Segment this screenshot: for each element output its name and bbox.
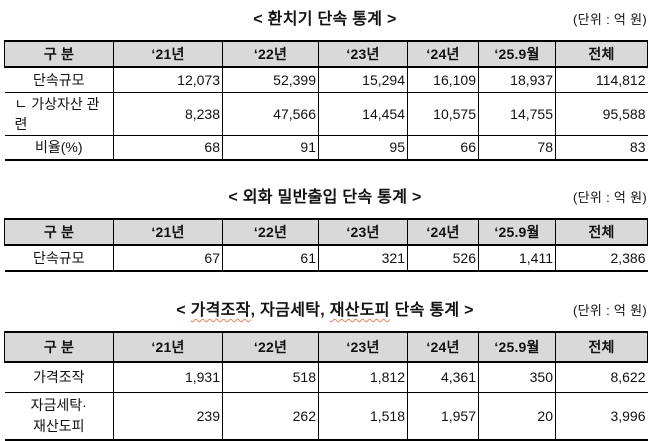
column-header: ‘21년	[113, 218, 223, 246]
value-cell: 16,109	[407, 66, 479, 93]
value-cell: 1,812	[318, 361, 408, 393]
value-cell: 61	[222, 244, 319, 272]
value-cell: 15,294	[318, 66, 408, 93]
value-cell: 350	[478, 361, 556, 393]
value-cell: 12,073	[113, 66, 223, 93]
value-cell: 68	[113, 134, 223, 161]
value-cell: 1,957	[407, 391, 479, 441]
value-cell: 47,566	[222, 91, 319, 136]
unit-label: (단위 : 억 원)	[573, 12, 647, 27]
column-header: 전체	[555, 40, 648, 68]
value-cell: 95,588	[555, 91, 648, 136]
value-cell: 262	[222, 391, 319, 441]
unit-label: (단위 : 억 원)	[573, 190, 647, 205]
value-cell: 78	[478, 134, 556, 161]
column-header: ‘23년	[318, 331, 408, 363]
value-cell: 14,454	[318, 91, 408, 136]
misspelled-word-underline: 가격조작	[190, 302, 251, 319]
table-row: 단속규모 12,073 52,399 15,294 16,109 18,937 114,81…	[4, 66, 648, 93]
value-cell: 239	[113, 391, 223, 441]
value-cell: 1,518	[318, 391, 408, 441]
value-cell: 518	[222, 361, 319, 393]
value-cell: 8,622	[555, 361, 648, 393]
column-header: ‘22년	[222, 218, 319, 246]
table-row: 단속규모 67 61 321 526 1,411 2,386	[4, 244, 648, 272]
table-section: < 외화 밀반출입 단속 통계 > (단위 : 억 원) 구 분 ‘21년 ‘22년 ‘2…	[0, 186, 650, 272]
table-title-bar: < 환치기 단속 통계 > (단위 : 억 원)	[0, 8, 650, 31]
value-cell: 526	[407, 244, 479, 272]
value-cell: 10,575	[407, 91, 479, 136]
table-section: < 가격조작, 자금세탁, 재산도피 단속 통계 > (단위 : 억 원) 구 분 ‘…	[0, 299, 650, 441]
table-row: 자금세탁· 재산도피 239 262 1,518 1,957 20 3,996	[4, 391, 648, 441]
value-cell: 114,812	[555, 66, 648, 93]
value-cell: 2,386	[555, 244, 648, 272]
table-title-bar: < 가격조작, 자금세탁, 재산도피 단속 통계 > (단위 : 억 원)	[0, 299, 650, 322]
table-title: < 환치기 단속 통계 >	[253, 8, 396, 31]
column-header: 전체	[555, 331, 648, 363]
title-text: < 환치기 단속 통계 >	[253, 11, 397, 28]
row-label: 비율(%)	[4, 134, 114, 161]
value-cell: 321	[318, 244, 408, 272]
value-cell: 4,361	[407, 361, 479, 393]
misspelled-word-underline: 재산도피	[329, 302, 390, 319]
column-header: ‘24년	[407, 218, 479, 246]
value-cell: 52,399	[222, 66, 319, 93]
table-section: < 환치기 단속 통계 > (단위 : 억 원) 구 분 ‘21년 ‘22년 ‘23년 ‘2…	[0, 8, 650, 161]
column-header: ‘21년	[113, 331, 223, 363]
value-cell: 8,238	[113, 91, 223, 136]
value-cell: 1,931	[113, 361, 223, 393]
value-cell: 83	[555, 134, 648, 161]
header-row: 구 분 ‘21년 ‘22년 ‘23년 ‘24년 ‘25.9월 전체	[4, 40, 648, 68]
header-row: 구 분 ‘21년 ‘22년 ‘23년 ‘24년 ‘25.9월 전체	[4, 218, 648, 246]
row-label: 자금세탁· 재산도피	[4, 391, 114, 441]
unit-label: (단위 : 억 원)	[573, 303, 647, 318]
value-cell: 20	[478, 391, 556, 441]
title-text: , 자금세탁,	[250, 302, 330, 319]
column-header: ‘22년	[222, 331, 319, 363]
column-header: ‘25.9월	[478, 218, 556, 246]
value-cell: 1,411	[478, 244, 556, 272]
column-header: 구 분	[4, 331, 114, 363]
value-cell: 18,937	[478, 66, 556, 93]
column-header: ‘22년	[222, 40, 319, 68]
column-header: ‘23년	[318, 218, 408, 246]
column-header: ‘24년	[407, 40, 479, 68]
value-cell: 3,996	[555, 391, 648, 441]
stats-table: 구 분 ‘21년 ‘22년 ‘23년 ‘24년 ‘25.9월 전체 가격조작 1,931 518 1…	[4, 331, 648, 441]
column-header: 전체	[555, 218, 648, 246]
column-header: 구 분	[4, 40, 114, 68]
title-text: 단속 통계 >	[389, 302, 474, 319]
header-row: 구 분 ‘21년 ‘22년 ‘23년 ‘24년 ‘25.9월 전체	[4, 331, 648, 363]
row-label: 단속규모	[4, 244, 114, 272]
column-header: ‘25.9월	[478, 40, 556, 68]
column-header: ‘23년	[318, 40, 408, 68]
table-title: < 외화 밀반출입 단속 통계 >	[228, 186, 421, 209]
value-cell: 95	[318, 134, 408, 161]
title-text: < 외화 밀반출입 단속 통계 >	[228, 189, 422, 206]
column-header: ‘24년	[407, 331, 479, 363]
column-header: ‘25.9월	[478, 331, 556, 363]
value-cell: 14,755	[478, 91, 556, 136]
table-title-bar: < 외화 밀반출입 단속 통계 > (단위 : 억 원)	[0, 186, 650, 209]
row-label: ㄴ 가상자산 관련	[4, 91, 114, 136]
value-cell: 91	[222, 134, 319, 161]
title-text: <	[176, 302, 191, 319]
table-title: < 가격조작, 자금세탁, 재산도피 단속 통계 >	[176, 299, 474, 322]
column-header: ‘21년	[113, 40, 223, 68]
table-row: 가격조작 1,931 518 1,812 4,361 350 8,622	[4, 361, 648, 393]
column-header: 구 분	[4, 218, 114, 246]
table-row: ㄴ 가상자산 관련 8,238 47,566 14,454 10,575 14,755 95…	[4, 91, 648, 136]
row-label: 단속규모	[4, 66, 114, 93]
value-cell: 67	[113, 244, 223, 272]
stats-table: 구 분 ‘21년 ‘22년 ‘23년 ‘24년 ‘25.9월 전체 단속규모 12,073 52,…	[4, 40, 648, 161]
value-cell: 66	[407, 134, 479, 161]
row-label: 가격조작	[4, 361, 114, 393]
table-row: 비율(%) 68 91 95 66 78 83	[4, 134, 648, 161]
stats-table: 구 분 ‘21년 ‘22년 ‘23년 ‘24년 ‘25.9월 전체 단속규모 67 61 321 52…	[4, 218, 648, 272]
